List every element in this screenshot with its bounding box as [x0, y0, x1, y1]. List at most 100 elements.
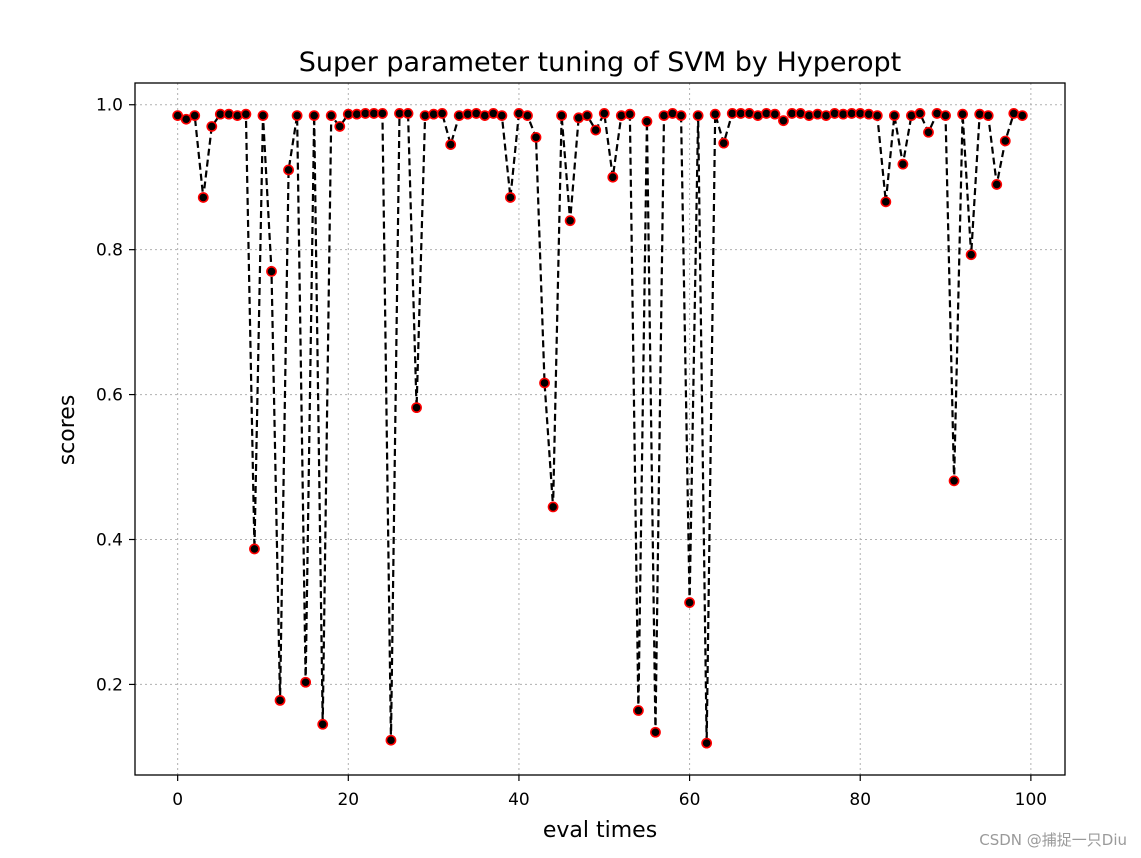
data-point [479, 110, 491, 122]
x-tick-label: 40 [508, 790, 530, 810]
x-tick-label: 20 [337, 790, 359, 810]
data-point [317, 718, 329, 730]
x-axis-ticks: 0 20 40 60 80 100 [172, 775, 1047, 810]
data-point [231, 110, 243, 122]
data-point [385, 734, 397, 746]
data-point [539, 377, 550, 389]
chart-title: Super parameter tuning of SVM by Hyperop… [299, 47, 902, 78]
data-point [470, 108, 482, 119]
x-axis-label: eval times [543, 818, 657, 843]
watermark: CSDN @捕捉一只Diu [979, 831, 1127, 849]
data-point [641, 116, 653, 127]
data-point [436, 108, 448, 119]
data-point [607, 171, 619, 183]
data-point [769, 108, 781, 120]
data-point [189, 110, 201, 122]
data-point [871, 110, 883, 122]
data-point [914, 108, 926, 119]
data-point [820, 110, 832, 122]
data-point [624, 108, 636, 120]
data-point [880, 196, 892, 208]
data-point [667, 108, 678, 119]
data-point [334, 121, 346, 132]
data-point [684, 597, 695, 608]
data-point [581, 110, 593, 122]
y-tick-label: 1.0 [96, 96, 123, 116]
data-point [701, 737, 713, 749]
data-point [496, 110, 508, 122]
data-point [632, 705, 644, 716]
data-point [650, 726, 661, 738]
data-point [1016, 110, 1028, 122]
data-point [795, 108, 806, 119]
data-point [223, 108, 235, 120]
series-line [177, 109, 1023, 744]
data-point [675, 110, 687, 122]
data-point [453, 110, 465, 122]
data-point [803, 110, 815, 122]
data-point [573, 112, 585, 124]
data-point [743, 108, 755, 119]
plot-frame [134, 82, 1066, 776]
data-point [240, 108, 252, 120]
data-point [906, 110, 917, 122]
data-point [266, 265, 277, 277]
data-point [556, 110, 568, 122]
data-point [965, 249, 977, 261]
data-point [419, 110, 431, 122]
data-point [778, 115, 789, 127]
data-point [957, 108, 969, 120]
data-point [931, 108, 943, 119]
data-point [522, 110, 533, 122]
data-point [923, 126, 934, 138]
data-point [300, 676, 312, 688]
data-point [308, 110, 320, 122]
series [172, 108, 1028, 749]
data-point [888, 110, 900, 122]
x-tick-label: 60 [679, 790, 701, 810]
data-point [377, 108, 388, 119]
data-point [692, 110, 704, 122]
data-point [547, 501, 559, 513]
y-tick-label: 0.6 [96, 386, 123, 406]
data-point [1008, 108, 1020, 119]
data-point [598, 108, 610, 119]
x-tick-label: 80 [849, 790, 871, 810]
data-point [411, 402, 422, 414]
data-point [197, 192, 209, 203]
data-point [249, 543, 260, 555]
data-point [206, 121, 218, 132]
data-point [445, 139, 457, 150]
data-point [513, 108, 525, 119]
data-point [812, 108, 823, 120]
data-point [487, 108, 499, 119]
data-point [658, 110, 670, 122]
data-point [863, 108, 875, 120]
grid [135, 83, 1065, 775]
data-point [530, 131, 542, 143]
y-axis-ticks: 0.2 0.4 0.6 0.8 1.0 [96, 96, 135, 695]
data-point [982, 110, 994, 122]
data-point [940, 110, 951, 122]
y-tick-label: 0.2 [96, 675, 123, 695]
data-point [291, 110, 303, 122]
data-point [752, 110, 764, 122]
data-point [948, 475, 960, 487]
data-point [402, 108, 414, 119]
data-point [991, 179, 1003, 190]
data-point [283, 164, 294, 176]
data-point [999, 135, 1011, 147]
data-point [590, 124, 602, 136]
data-point [897, 158, 909, 170]
data-point [564, 215, 576, 227]
data-point [709, 108, 721, 120]
series-markers [172, 108, 1028, 749]
y-tick-label: 0.8 [96, 241, 123, 261]
data-point [615, 110, 627, 122]
y-axis-label: scores [55, 395, 80, 466]
data-point [257, 110, 269, 122]
data-point [974, 108, 986, 120]
x-tick-label: 0 [172, 790, 183, 810]
data-point [718, 137, 730, 149]
